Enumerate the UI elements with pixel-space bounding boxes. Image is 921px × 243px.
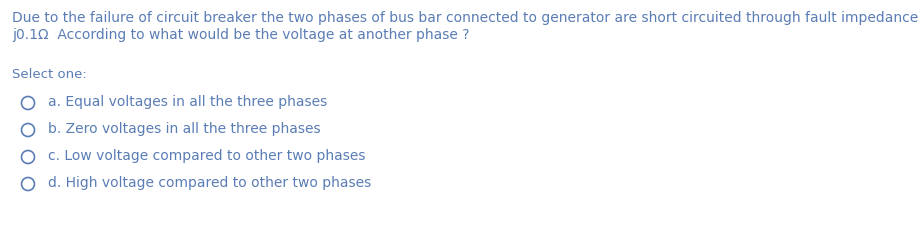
Text: b. Zero voltages in all the three phases: b. Zero voltages in all the three phases [48, 122, 321, 136]
Text: Select one:: Select one: [12, 68, 87, 81]
Text: a. Equal voltages in all the three phases: a. Equal voltages in all the three phase… [48, 95, 327, 109]
Text: d. High voltage compared to other two phases: d. High voltage compared to other two ph… [48, 176, 371, 190]
Text: c. Low voltage compared to other two phases: c. Low voltage compared to other two pha… [48, 149, 366, 163]
Text: Due to the failure of circuit breaker the two phases of bus bar connected to gen: Due to the failure of circuit breaker th… [12, 11, 921, 25]
Text: j0.1Ω  According to what would be the voltage at another phase ?: j0.1Ω According to what would be the vol… [12, 28, 470, 42]
